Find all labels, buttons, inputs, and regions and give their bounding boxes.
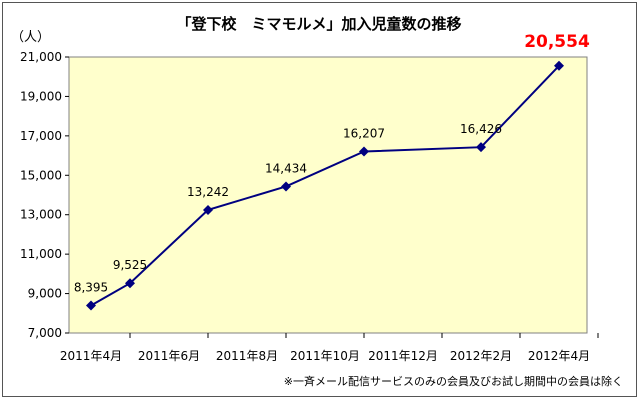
y-axis: 7,000 9,000 11,000 13,000 15,000 17,000 19,000… <box>20 50 69 340</box>
chart-frame: 「登下校 ミマモルメ」加入児童数の推移 （人） 7,000 9,000 11,000… <box>2 2 637 397</box>
data-point <box>281 181 291 192</box>
footnote: ※一斉メール配信サービスのみの会員及びお試し期間中の会員は除く <box>284 374 623 388</box>
x-axis: 2011年4月 2011年6月 2011年8月 2011年10月 2011年12月 201… <box>60 333 599 363</box>
data-label: 14,434 <box>265 161 307 175</box>
data-point <box>203 204 213 215</box>
y-tick-label: 9,000 <box>28 287 62 301</box>
chart-title: 「登下校 ミマモルメ」加入児童数の推移 <box>176 15 461 33</box>
data-point <box>476 142 486 153</box>
data-labels: 8,395 9,525 13,242 14,434 16,207 16,426 20,554 <box>74 32 590 294</box>
data-point <box>359 146 369 157</box>
x-tick-label: 2011年6月 <box>138 349 200 363</box>
data-label: 13,242 <box>187 185 229 199</box>
y-tick-label: 11,000 <box>20 247 62 261</box>
y-tick-label: 7,000 <box>28 326 62 340</box>
data-label: 9,525 <box>113 258 147 272</box>
x-tick-label: 2011年4月 <box>60 349 122 363</box>
y-tick-label: 13,000 <box>20 208 62 222</box>
x-tick-label: 2012年4月 <box>528 349 590 363</box>
data-point <box>86 300 96 311</box>
y-axis-unit: （人） <box>11 30 50 45</box>
plot-area <box>68 56 588 334</box>
y-tick-label: 17,000 <box>20 129 62 143</box>
y-tick-label: 15,000 <box>20 168 62 182</box>
data-label: 16,426 <box>460 122 502 136</box>
data-points <box>86 60 564 311</box>
x-tick-label: 2012年2月 <box>450 349 512 363</box>
line-chart: 「登下校 ミマモルメ」加入児童数の推移 （人） 7,000 9,000 11,000… <box>11 15 623 388</box>
data-label-latest: 20,554 <box>524 32 590 52</box>
y-tick-label: 21,000 <box>20 50 62 64</box>
y-tick-label: 19,000 <box>20 89 62 103</box>
x-tick-label: 2011年12月 <box>368 349 438 363</box>
data-point <box>125 278 135 289</box>
data-label: 8,395 <box>74 280 108 294</box>
data-point <box>554 60 564 71</box>
x-tick-label: 2011年8月 <box>216 349 278 363</box>
x-tick-label: 2011年10月 <box>290 349 360 363</box>
data-label: 16,207 <box>343 126 385 140</box>
